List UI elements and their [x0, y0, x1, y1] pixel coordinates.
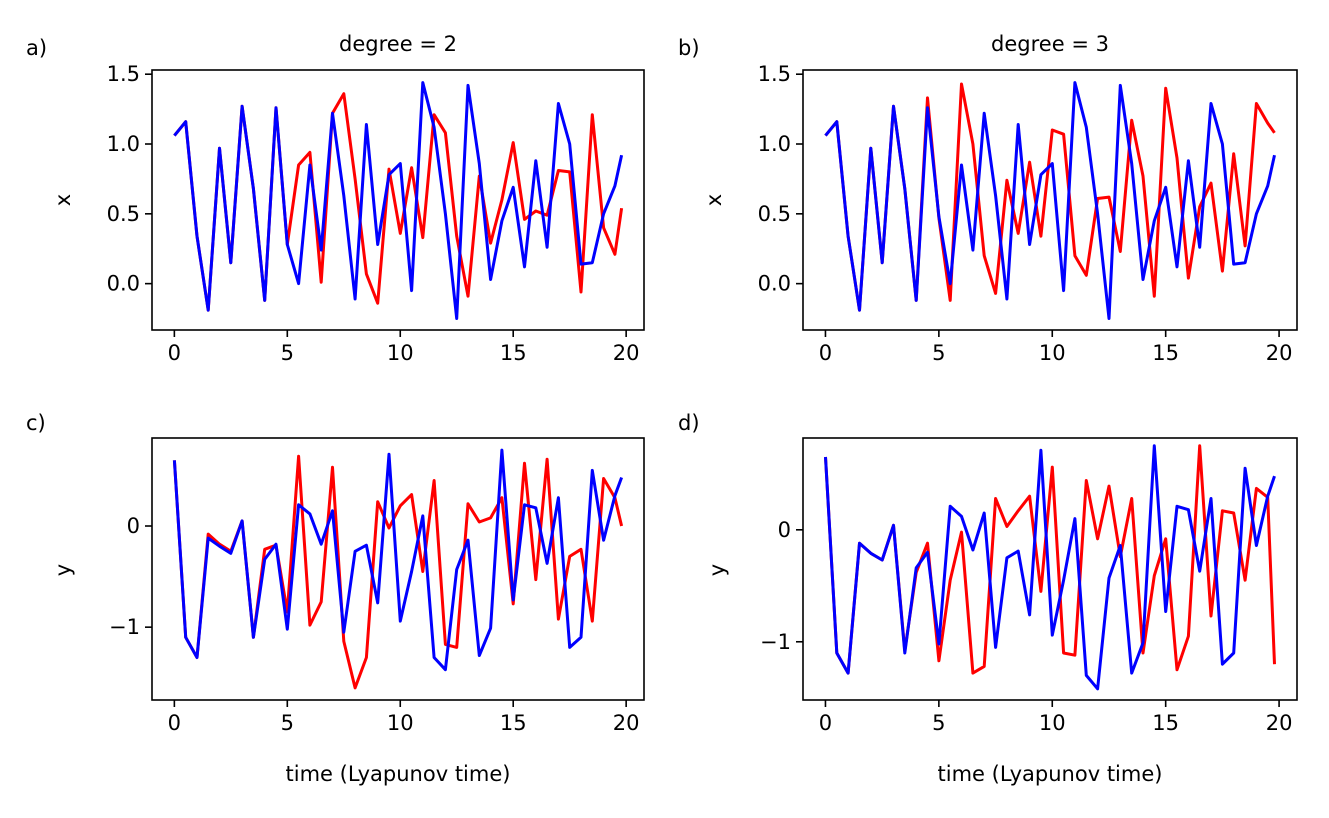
series-line-blue-c [172, 448, 624, 672]
x-tick-label-d: 10 [1039, 711, 1066, 735]
y-tick-label-a: 1.0 [107, 132, 140, 156]
x-tick-label-a: 5 [281, 341, 294, 365]
panel-label-c: c) [26, 411, 46, 435]
x-tick-label-c: 10 [387, 711, 414, 735]
x-tick-label-b: 0 [819, 341, 832, 365]
panel-d: d) y time (Lyapunov time) [678, 411, 1162, 786]
panel-label-a: a) [26, 36, 47, 60]
x-tick-label-d: 15 [1152, 711, 1179, 735]
x-tick-label-b: 5 [932, 341, 945, 365]
y-tick-label-b: 0.0 [758, 272, 791, 296]
ylabel-b: x [702, 194, 726, 206]
panel-a: a) degree = 2 x [26, 32, 457, 206]
panel-c: c) y time (Lyapunov time) [26, 411, 510, 786]
panel-label-d: d) [678, 411, 700, 435]
y-tick-label-a: 0.0 [107, 272, 140, 296]
axes-frame-a [151, 69, 645, 331]
x-tick-label-a: 15 [500, 341, 527, 365]
x-tick-label-b: 10 [1039, 341, 1066, 365]
axes-frame-b [802, 69, 1298, 331]
x-tick-label-c: 5 [281, 711, 294, 735]
ylabel-c: y [51, 564, 75, 576]
ylabel-d: y [705, 564, 729, 576]
panel-b: b) degree = 3 x [678, 32, 1109, 206]
x-tick-label-d: 5 [932, 711, 945, 735]
plots: 0 5 10 15 20 0.0 0.5 1.0 1.5 0 5 10 15 20 0.0 0.5 1.0 1.5… [107, 62, 1298, 735]
y-tick-label-b: 1.5 [758, 62, 791, 86]
x-tick-label-d: 0 [819, 711, 832, 735]
plot-b: 0 5 10 15 20 0.0 0.5 1.0 1.5 [758, 62, 1298, 365]
series-line-blue-a [173, 81, 624, 320]
axes-frame-c [151, 437, 645, 701]
x-tick-label-c: 20 [613, 711, 640, 735]
y-tick-label-b: 1.0 [758, 132, 791, 156]
plot-d: 0 5 10 15 20 −1 0 [760, 437, 1298, 735]
x-tick-label-c: 15 [500, 711, 527, 735]
series-line-blue-d [824, 444, 1276, 691]
x-tick-label-b: 20 [1266, 341, 1293, 365]
plot-c: 0 5 10 15 20 −1 0 [109, 437, 645, 735]
axes-frame-d [802, 437, 1298, 701]
ylabel-a: x [51, 194, 75, 206]
y-tick-label-c: 0 [127, 514, 140, 538]
y-tick-label-d: −1 [760, 630, 791, 654]
xlabel-c: time (Lyapunov time) [286, 762, 511, 786]
y-tick-label-b: 0.5 [758, 202, 791, 226]
series-line-blue-b [824, 81, 1276, 320]
x-tick-label-a: 10 [387, 341, 414, 365]
plot-a: 0 5 10 15 20 0.0 0.5 1.0 1.5 [107, 62, 645, 365]
y-tick-label-a: 0.5 [107, 202, 140, 226]
panel-label-b: b) [678, 36, 700, 60]
x-tick-label-c: 0 [168, 711, 181, 735]
xlabel-d: time (Lyapunov time) [938, 762, 1163, 786]
panel-title-b: degree = 3 [991, 32, 1109, 56]
panel-title-a: degree = 2 [339, 32, 457, 56]
x-tick-label-b: 15 [1152, 341, 1179, 365]
x-tick-label-a: 0 [168, 341, 181, 365]
x-tick-label-d: 20 [1266, 711, 1293, 735]
y-tick-label-d: 0 [778, 518, 791, 542]
y-tick-label-c: −1 [109, 615, 140, 639]
x-tick-label-a: 20 [613, 341, 640, 365]
y-tick-label-a: 1.5 [107, 62, 140, 86]
